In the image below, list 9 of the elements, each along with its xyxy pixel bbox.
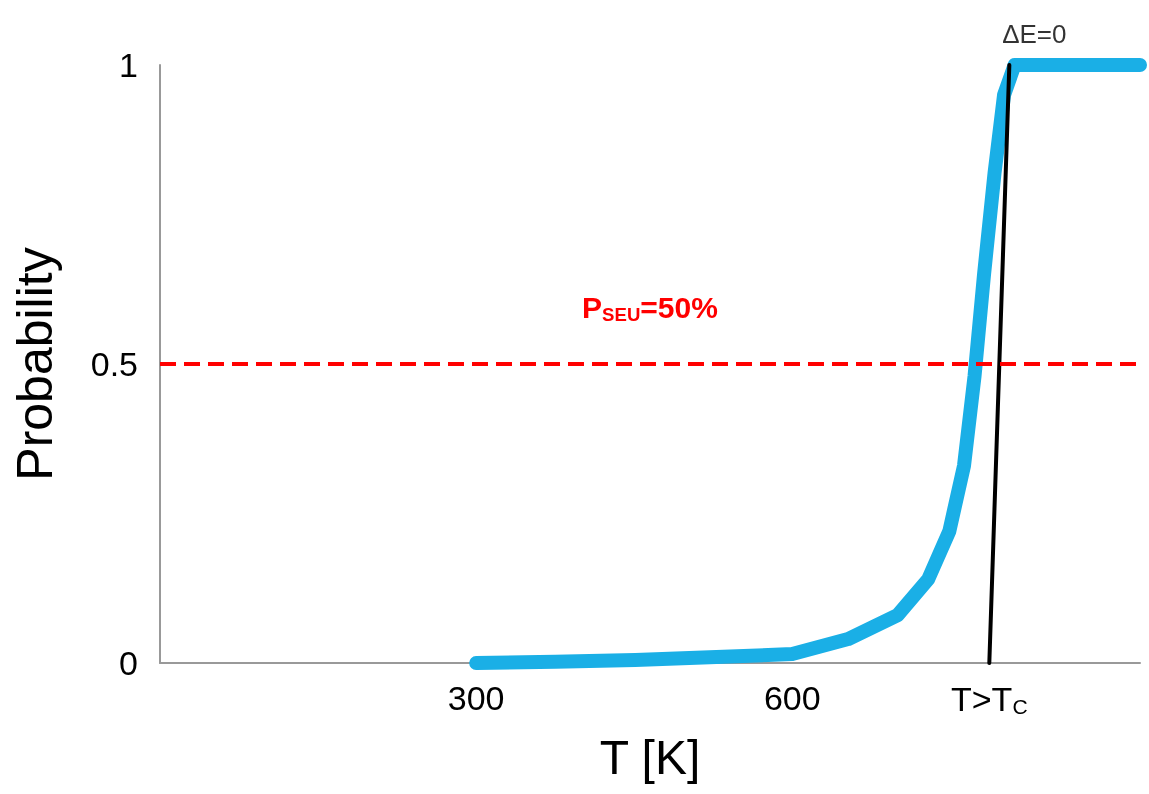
x-axis-title: T [K] <box>599 730 701 784</box>
x-tick-label: 300 <box>447 679 505 717</box>
annotation: ΔE=0 <box>1002 19 1067 49</box>
y-axis-title: Probability <box>7 247 63 481</box>
y-tick-label: 0.5 <box>90 345 138 383</box>
y-tick-label: 1 <box>119 46 138 84</box>
y-tick-label: 0 <box>119 644 138 682</box>
x-tick-label: 600 <box>763 679 821 717</box>
x-tick-label: T>TC <box>951 680 1028 719</box>
